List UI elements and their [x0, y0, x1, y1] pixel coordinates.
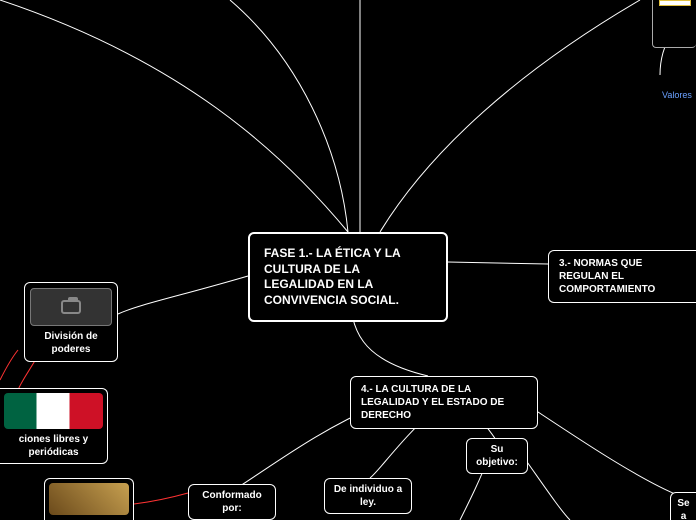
node-normas-regulan[interactable]: 3.- NORMAS QUE REGULAN EL COMPORTAMIENTO: [548, 250, 696, 303]
node-individuo[interactable]: De individuo a ley.: [324, 478, 412, 514]
node-central-text: FASE 1.- LA ÉTICA Y LA CULTURA DE LA LEG…: [264, 246, 400, 307]
node-cultura-legalidad[interactable]: 4.- LA CULTURA DE LA LEGALIDAD Y EL ESTA…: [350, 376, 538, 429]
flag-icon: [4, 393, 103, 429]
caption-valores[interactable]: Valores: [662, 90, 692, 100]
node-conformado-text: Conformado por:: [202, 490, 261, 514]
node-elecciones-text: ciones libres y periódicas: [19, 434, 88, 458]
node-normas-regulan-text: 3.- NORMAS QUE REGULAN EL COMPORTAMIENTO: [559, 258, 655, 295]
book-icon: [49, 483, 129, 515]
node-objetivo-text: Su objetivo:: [476, 444, 518, 468]
caption-valores-text: Valores: [662, 90, 692, 100]
node-se-a-text: Se a: [677, 498, 689, 520]
node-cultura-legalidad-text: 4.- LA CULTURA DE LA LEGALIDAD Y EL ESTA…: [361, 384, 504, 421]
node-objetivo[interactable]: Su objetivo:: [466, 438, 528, 474]
node-conformado[interactable]: Conformado por:: [188, 484, 276, 520]
node-division-poderes-text: División de poderes: [44, 331, 97, 355]
node-central[interactable]: FASE 1.- LA ÉTICA Y LA CULTURA DE LA LEG…: [248, 232, 448, 322]
minimap[interactable]: [652, 0, 696, 48]
node-elecciones[interactable]: ciones libres y periódicas: [0, 388, 108, 464]
node-se-a[interactable]: Se a: [670, 492, 696, 520]
node-normas-juridicas[interactable]: Normas jurídicas.: [44, 478, 134, 520]
mindmap-canvas[interactable]: FASE 1.- LA ÉTICA Y LA CULTURA DE LA LEG…: [0, 0, 696, 520]
node-division-poderes[interactable]: División de poderes: [24, 282, 118, 362]
minimap-inner: [659, 0, 691, 6]
camera-icon: [30, 288, 112, 326]
node-individuo-text: De individuo a ley.: [334, 484, 402, 508]
